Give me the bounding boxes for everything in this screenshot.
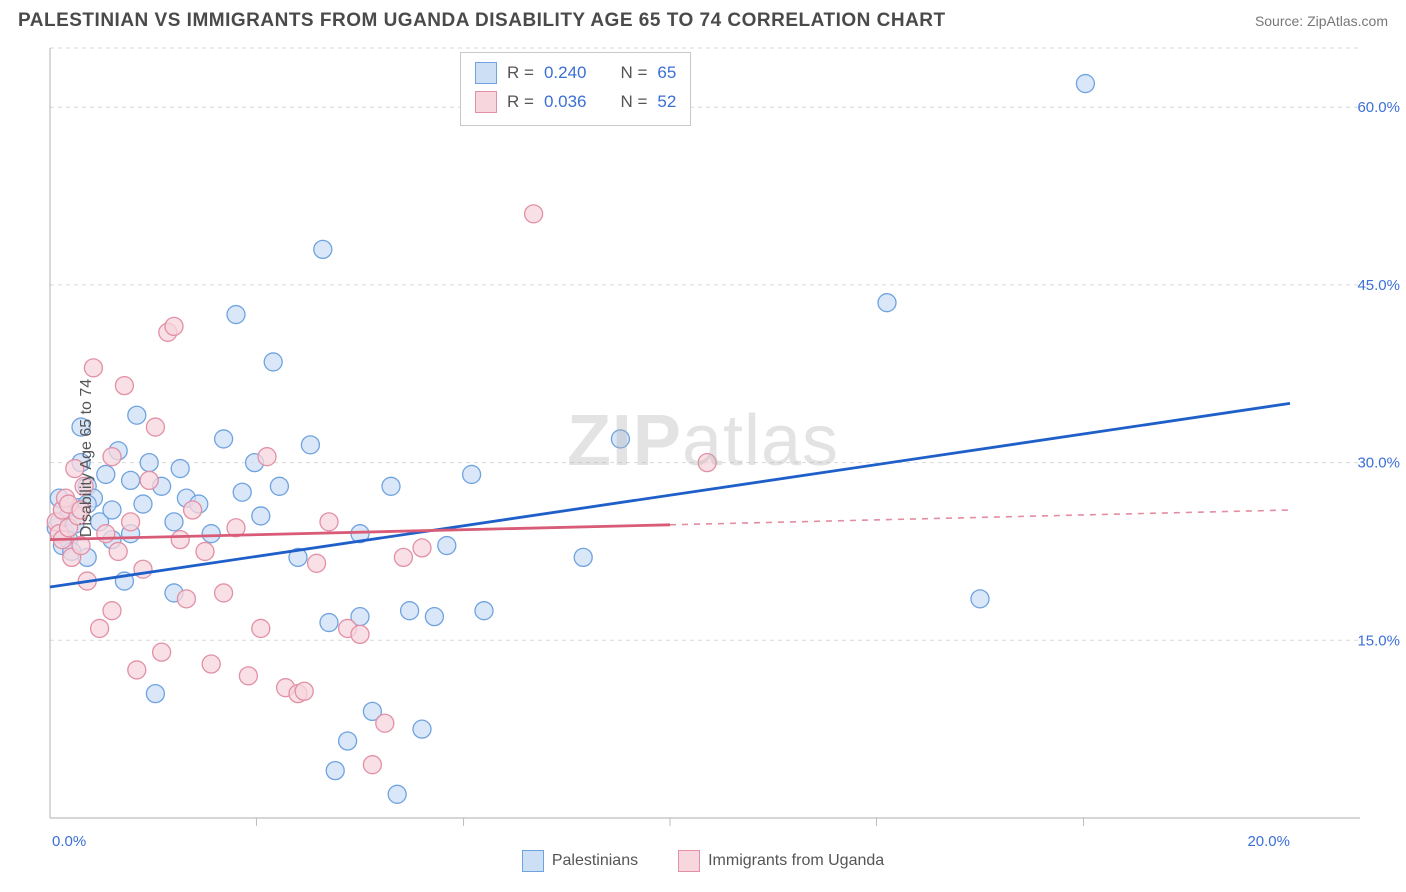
stats-row-series-a: R = 0.240 N = 65 [475,59,676,88]
svg-text:45.0%: 45.0% [1357,277,1400,294]
scatter-chart: 0.0% 20.0% 15.0% 30.0% 45.0% 60.0% [0,38,1406,878]
chart-container: Disability Age 65 to 74 0.0% 20.0% 15.0% 30… [0,38,1406,878]
stats-legend-box: R = 0.240 N = 65 R = 0.036 N = 52 [460,52,691,126]
svg-text:15.0%: 15.0% [1357,632,1400,649]
y-axis-label: Disability Age 65 to 74 [78,379,96,537]
svg-text:0.0%: 0.0% [52,833,86,850]
stats-row-series-b: R = 0.036 N = 52 [475,88,676,117]
chart-title: PALESTINIAN VS IMMIGRANTS FROM UGANDA DI… [18,10,946,32]
swatch-series-a [475,62,497,84]
swatch-legend-a [522,850,544,872]
bottom-legend: Palestinians Immigrants from Uganda [0,850,1406,872]
source-label: Source: ZipAtlas.com [1255,13,1388,29]
svg-text:20.0%: 20.0% [1247,833,1290,850]
swatch-series-b [475,91,497,113]
swatch-legend-b [678,850,700,872]
legend-item-a: Palestinians [522,850,638,872]
legend-item-b: Immigrants from Uganda [678,850,884,872]
svg-text:30.0%: 30.0% [1357,455,1400,472]
svg-text:60.0%: 60.0% [1357,99,1400,116]
